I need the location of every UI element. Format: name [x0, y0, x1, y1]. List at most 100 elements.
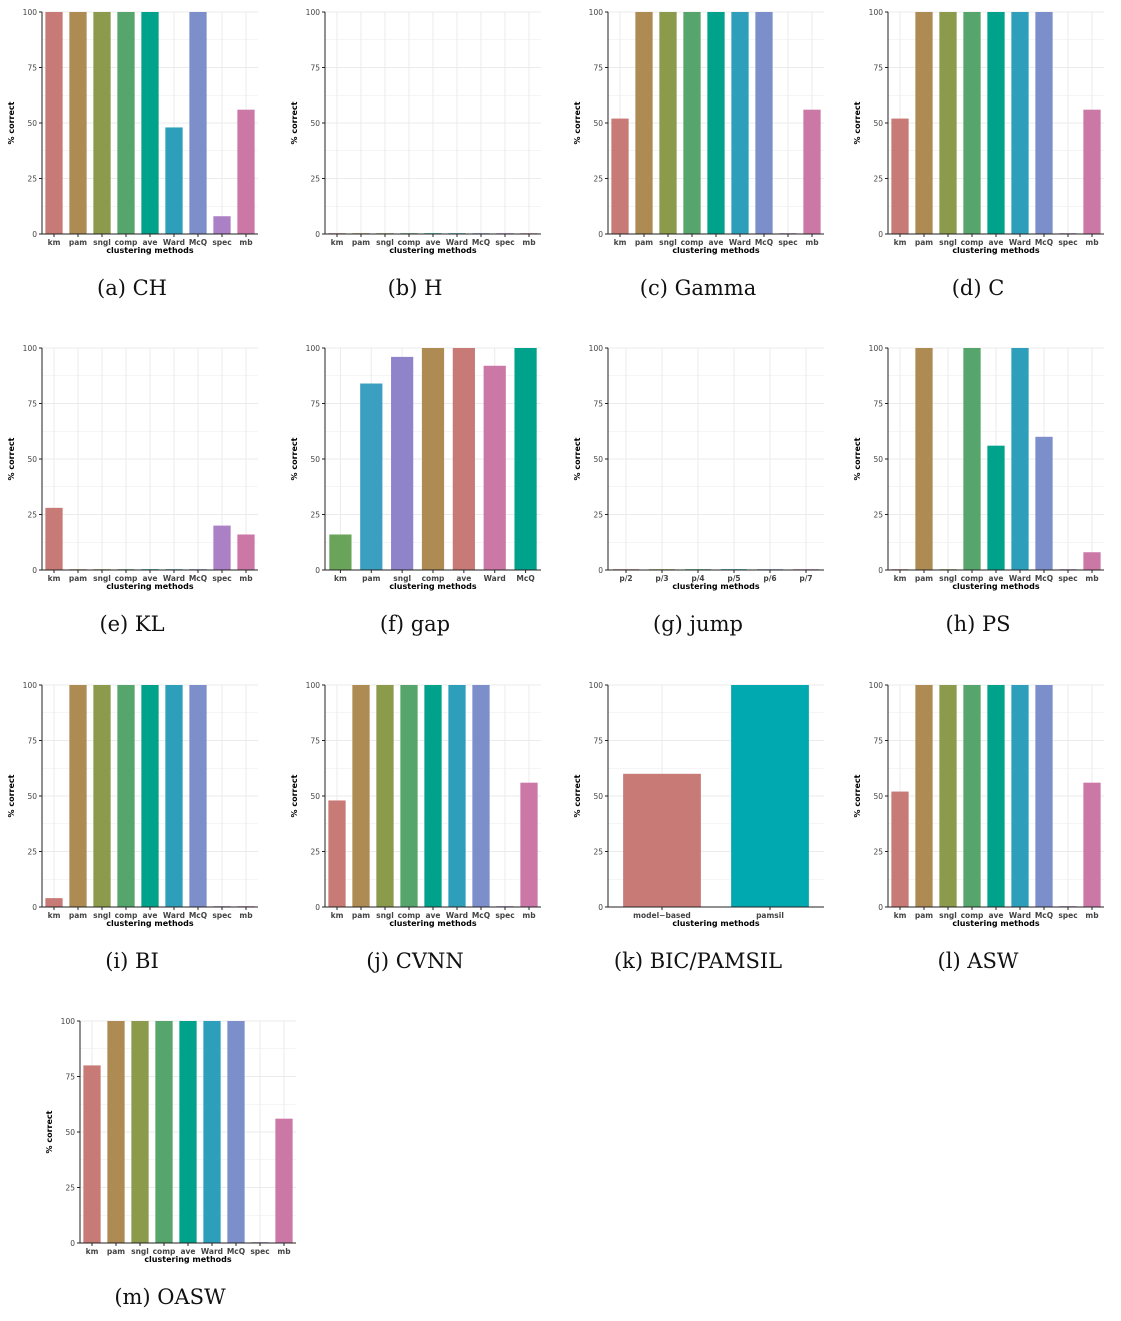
x-tick-label: pam — [69, 574, 87, 583]
x-axis-title: clustering methods — [672, 246, 760, 255]
x-tick-label: km — [48, 238, 61, 247]
y-axis-title: % correct — [573, 101, 582, 144]
caption-asw: (l) ASW — [937, 949, 1019, 973]
y-tick-label: 25 — [310, 175, 320, 184]
x-tick-label: Ward — [163, 911, 185, 920]
x-tick-label: p/7 — [799, 574, 812, 583]
y-tick-label: 75 — [593, 400, 603, 409]
bar-chart-gamma: 0 25 50 75 100 km pam sngl comp ave Ward McQ spec mb c… — [573, 8, 824, 255]
x-tick-label: comp — [398, 911, 421, 920]
x-tick-label: comp — [153, 1247, 176, 1256]
bar-ave — [141, 685, 159, 907]
bar-chart-ch: 0 25 50 75 100 km pam sngl comp ave Ward McQ spec mb c… — [7, 8, 258, 255]
bars — [45, 12, 255, 234]
x-tick-label: spec — [212, 911, 231, 920]
bar-ave — [987, 685, 1005, 907]
y-tick-label: 75 — [27, 737, 37, 746]
y-tick-label: 25 — [593, 511, 603, 520]
x-tick-label: sngl — [93, 238, 111, 247]
y-tick-label: 75 — [593, 737, 603, 746]
bar-ward — [483, 365, 506, 570]
x-tick-label: spec — [212, 574, 231, 583]
y-tick-label: 0 — [32, 903, 37, 912]
bar-ward — [165, 127, 183, 234]
x-tick-label: Ward — [484, 574, 506, 583]
bar-spec — [213, 525, 231, 570]
y-axis-title: % correct — [7, 774, 16, 817]
bar-sngl — [391, 356, 414, 570]
y-tick-label: 50 — [593, 455, 603, 464]
caption-jump: (g) jump — [653, 612, 743, 636]
y-tick-label: 75 — [310, 400, 320, 409]
x-tick-label: Ward — [1009, 238, 1031, 247]
bar-sngl — [93, 12, 111, 234]
y-tick-label: 75 — [873, 737, 883, 746]
bar-ward — [1011, 12, 1029, 234]
bar-comp — [117, 685, 135, 907]
y-axis-title: % correct — [853, 774, 862, 817]
bar-mcq — [189, 685, 207, 907]
bar-pam — [915, 685, 933, 907]
y-tick-label: 50 — [65, 1128, 75, 1137]
chart-panel-ch: 0 25 50 75 100 km pam sngl comp ave Ward McQ spec mb c… — [2, 2, 262, 312]
bar-model-based — [623, 773, 701, 907]
x-tick-label: comp — [961, 238, 984, 247]
chart-panel-oasw: 0 25 50 75 100 km pam sngl comp ave Ward McQ spec mb c… — [40, 1011, 300, 1321]
x-tick-label: sngl — [131, 1247, 149, 1256]
y-tick-label: 25 — [310, 511, 320, 520]
bar-chart-cvnn: 0 25 50 75 100 km pam sngl comp ave Ward McQ spec mb c… — [290, 681, 541, 928]
x-tick-label: ave — [988, 574, 1003, 583]
x-tick-label: km — [334, 574, 347, 583]
bar-pam — [915, 348, 933, 570]
y-axis-title: % correct — [45, 1110, 54, 1153]
x-tick-label: sngl — [93, 574, 111, 583]
y-tick-label: 100 — [869, 8, 884, 17]
bar-pam — [352, 685, 370, 907]
x-tick-label: comp — [115, 911, 138, 920]
x-tick-label: km — [894, 574, 907, 583]
caption-cvnn: (j) CVNN — [366, 949, 464, 973]
bar-pam — [360, 383, 383, 570]
bar-chart-kl: 0 25 50 75 100 km pam sngl comp ave Ward McQ spec mb c… — [7, 344, 258, 591]
x-tick-label: comp — [115, 238, 138, 247]
x-tick-label: comp — [961, 574, 984, 583]
bar-ave — [452, 348, 475, 570]
y-tick-label: 50 — [310, 455, 320, 464]
x-tick-label: sngl — [376, 238, 394, 247]
x-tick-label: km — [331, 238, 344, 247]
y-tick-label: 0 — [315, 230, 320, 239]
x-tick-label: spec — [1058, 574, 1077, 583]
y-tick-label: 0 — [70, 1239, 75, 1248]
x-tick-label: mb — [522, 911, 536, 920]
x-axis-title: clustering methods — [389, 919, 477, 928]
x-tick-label: comp — [422, 574, 445, 583]
caption-ps: (h) PS — [945, 612, 1011, 636]
y-tick-label: 25 — [873, 511, 883, 520]
chart-panel-cvnn: 0 25 50 75 100 km pam sngl comp ave Ward McQ spec mb c… — [285, 675, 545, 985]
chart-panel-gap: 0 25 50 75 100 km pam sngl comp ave Ward McQ cluster… — [285, 338, 545, 648]
y-tick-label: 50 — [310, 119, 320, 128]
y-tick-label: 25 — [27, 848, 37, 857]
y-tick-label: 100 — [589, 8, 604, 17]
bar-mb — [803, 109, 821, 234]
x-tick-label: km — [86, 1247, 99, 1256]
y-tick-label: 75 — [873, 400, 883, 409]
bar-chart-c: 0 25 50 75 100 km pam sngl comp ave Ward McQ spec mb c… — [853, 8, 1104, 255]
bar-mcq — [1035, 12, 1053, 234]
bar-ward — [731, 12, 749, 234]
x-tick-label: pam — [915, 911, 933, 920]
y-tick-label: 0 — [598, 903, 603, 912]
x-axis-title: clustering methods — [952, 246, 1040, 255]
y-axis-title: % correct — [7, 101, 16, 144]
gridlines — [325, 11, 541, 235]
x-tick-label: Ward — [201, 1247, 223, 1256]
bar-km — [891, 118, 909, 234]
x-tick-label: ave — [988, 911, 1003, 920]
x-tick-label: Ward — [163, 574, 185, 583]
bar-mb — [275, 1118, 293, 1243]
x-tick-label: comp — [681, 238, 704, 247]
bar-comp — [683, 12, 701, 234]
y-axis-title: % correct — [290, 437, 299, 480]
x-axis-title: clustering methods — [952, 582, 1040, 591]
